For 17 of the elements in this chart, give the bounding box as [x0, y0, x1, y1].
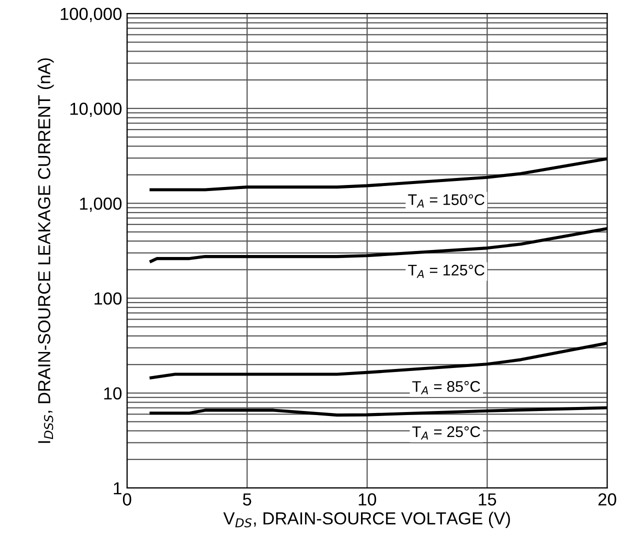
series-label: T$_{A}$ = 25°C — [412, 426, 480, 440]
y-tick-label: 1 — [114, 482, 122, 494]
x-axis-title: V$_{DS}$, DRAIN-SOURCE VOLTAGE (V) — [223, 512, 510, 528]
y-tick-label: 100 — [94, 292, 122, 305]
x-tick-label: 20 — [598, 493, 616, 506]
series-label: T$_{A}$ = 85°C — [412, 381, 480, 394]
x-tick-label: 10 — [358, 493, 376, 506]
x-tick-label: 0 — [122, 493, 132, 506]
y-tick-label: 10,000 — [70, 102, 122, 117]
series-label: T$_{A}$ = 150°C — [408, 194, 484, 208]
y-tick-label: 10 — [104, 387, 122, 400]
y-axis-title: I$_{DSS}$, DRAIN-SOURCE LEAKAGE CURRENT (nA) — [38, 58, 54, 443]
x-tick-label: 5 — [242, 493, 252, 506]
y-tick-label: 100,000 — [60, 8, 122, 22]
y-tick-label: 1,000 — [80, 198, 122, 212]
x-tick-label: 15 — [478, 493, 496, 506]
series-label: T$_{A}$ = 125°C — [408, 264, 484, 278]
